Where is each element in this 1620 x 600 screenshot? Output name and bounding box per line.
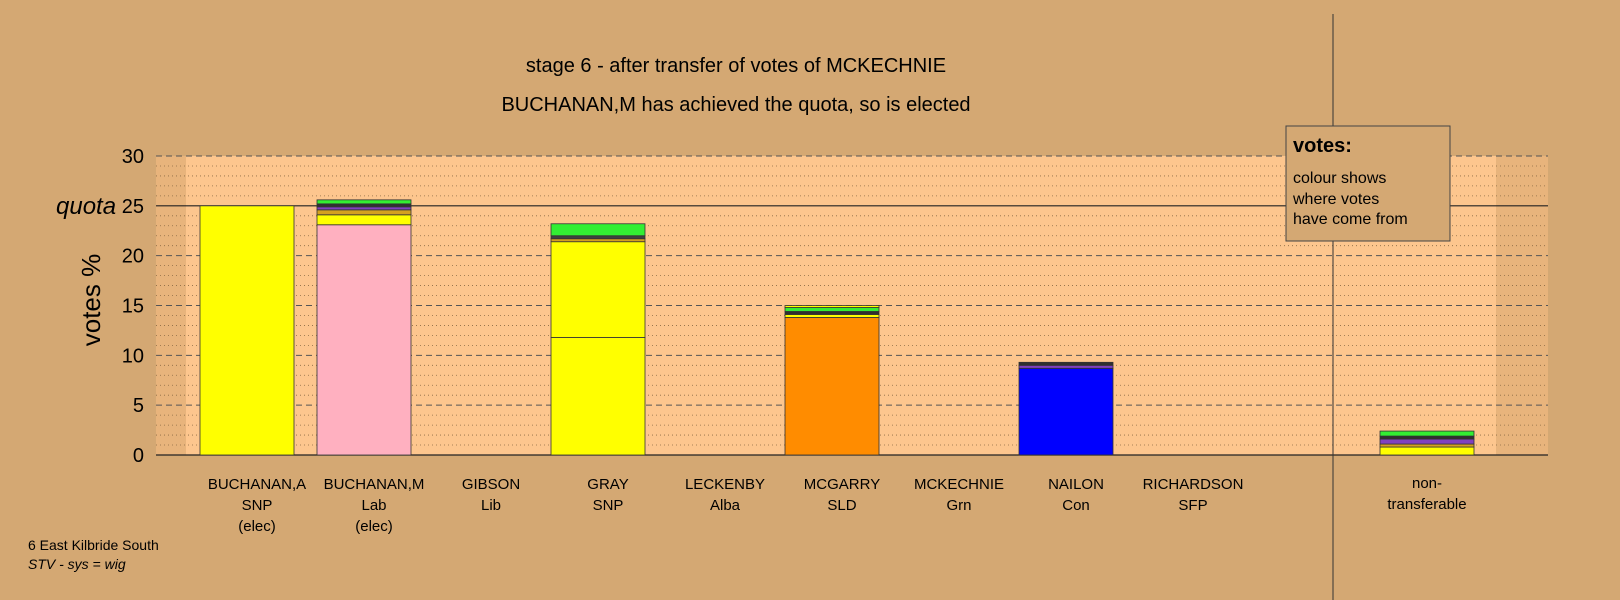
y-axis: 0 5 10 15 20 25 30 bbox=[122, 146, 144, 467]
bar-segment-gray-0 bbox=[550, 336, 646, 456]
x-label-candidate: BUCHANAN,A bbox=[208, 476, 306, 493]
x-label-candidate: NAILON bbox=[1048, 476, 1104, 493]
x-label-party: SNP bbox=[593, 497, 624, 514]
bar-segment-mcgarry-0 bbox=[784, 317, 880, 456]
x-label-candidate: LECKENBY bbox=[685, 476, 765, 493]
bar-segment-buchanan-m-5 bbox=[316, 199, 412, 205]
y-tick-label: 10 bbox=[122, 345, 144, 367]
x-label-candidate: MCGARRY bbox=[804, 476, 880, 493]
chart-title: stage 6 - after transfer of votes of MCK… bbox=[526, 55, 946, 77]
x-label-candidate: RICHARDSON bbox=[1143, 476, 1244, 493]
legend: votes: colour shows where votes have com… bbox=[1285, 125, 1451, 242]
x-label-party: SFP bbox=[1178, 497, 1207, 514]
bars bbox=[199, 199, 1475, 456]
bar-segment-mcgarry-4 bbox=[784, 305, 880, 308]
bar-segment-buchanan-a-0 bbox=[199, 205, 295, 456]
bar-segment-nontransferable-4 bbox=[1379, 430, 1475, 437]
x-label-party: SNP bbox=[242, 497, 273, 514]
bar-segment-buchanan-m-2 bbox=[316, 209, 412, 216]
x-label-candidate: BUCHANAN,M bbox=[324, 476, 425, 493]
legend-title: votes: bbox=[1293, 135, 1352, 157]
x-label-candidate: MCKECHNIE bbox=[914, 476, 1004, 493]
bar-segment-nontransferable-3 bbox=[1379, 435, 1475, 440]
y-axis-title: votes % bbox=[76, 254, 106, 347]
x-label-nontransferable: transferable bbox=[1387, 496, 1466, 513]
bar-segment-mcgarry-2 bbox=[784, 311, 880, 315]
x-label-party: Con bbox=[1062, 497, 1090, 514]
x-label-party: SLD bbox=[827, 497, 856, 514]
x-label-party: Lab bbox=[361, 497, 386, 514]
bar-segment-buchanan-m-4 bbox=[316, 203, 412, 208]
ward-name: 6 East Kilbride South bbox=[28, 537, 159, 553]
voting-system: STV - sys = wig bbox=[28, 556, 126, 572]
bar-segment-gray-2 bbox=[550, 238, 646, 243]
x-label-status: (elec) bbox=[238, 518, 276, 535]
bar-segment-nontransferable-0 bbox=[1379, 446, 1475, 456]
y-tick-label: 15 bbox=[122, 296, 144, 318]
footer: 6 East Kilbride South STV - sys = wig bbox=[28, 536, 159, 574]
bar-segment-mcgarry-3 bbox=[784, 307, 880, 312]
bar-segment-buchanan-m-1 bbox=[316, 214, 412, 226]
bar-segment-gray-4 bbox=[550, 223, 646, 237]
quota-label: quota bbox=[56, 193, 116, 220]
y-tick-label: 20 bbox=[122, 246, 144, 268]
legend-line-3: have come from bbox=[1293, 211, 1408, 228]
bar-segment-nailon-2 bbox=[1018, 361, 1114, 366]
legend-box bbox=[1285, 125, 1451, 242]
chart-subtitle: BUCHANAN,M has achieved the quota, so is… bbox=[501, 94, 970, 116]
bar-segment-buchanan-m-3 bbox=[316, 206, 412, 211]
x-label-candidate: GRAY bbox=[587, 476, 628, 493]
bar-segment-nailon-1 bbox=[1018, 364, 1114, 369]
bar-segment-mcgarry-1 bbox=[784, 314, 880, 318]
x-label-candidate: GIBSON bbox=[462, 476, 520, 493]
y-tick-label: 0 bbox=[133, 445, 144, 467]
x-label-party: Lib bbox=[481, 497, 501, 514]
y-tick-label: 30 bbox=[122, 146, 144, 168]
x-label-party: Alba bbox=[710, 497, 741, 514]
x-label-party: Grn bbox=[946, 497, 971, 514]
bar-segment-gray-3 bbox=[550, 235, 646, 240]
y-tick-label: 5 bbox=[133, 395, 144, 417]
bar-segment-nailon-0 bbox=[1018, 367, 1114, 456]
x-label-nontransferable: non- bbox=[1412, 475, 1442, 492]
legend-line-2: where votes bbox=[1292, 191, 1379, 208]
bar-segment-buchanan-m-0 bbox=[316, 224, 412, 456]
legend-line-1: colour shows bbox=[1293, 170, 1386, 187]
bar-segment-nontransferable-2 bbox=[1379, 438, 1475, 445]
bar-segment-nontransferable-1 bbox=[1379, 443, 1475, 448]
x-axis-labels: BUCHANAN,A SNP (elec) BUCHANAN,M Lab (elec) GI… bbox=[208, 475, 1467, 535]
bar-segment-gray-1 bbox=[550, 241, 646, 338]
y-tick-label: 25 bbox=[122, 196, 144, 218]
x-label-status: (elec) bbox=[355, 518, 393, 535]
